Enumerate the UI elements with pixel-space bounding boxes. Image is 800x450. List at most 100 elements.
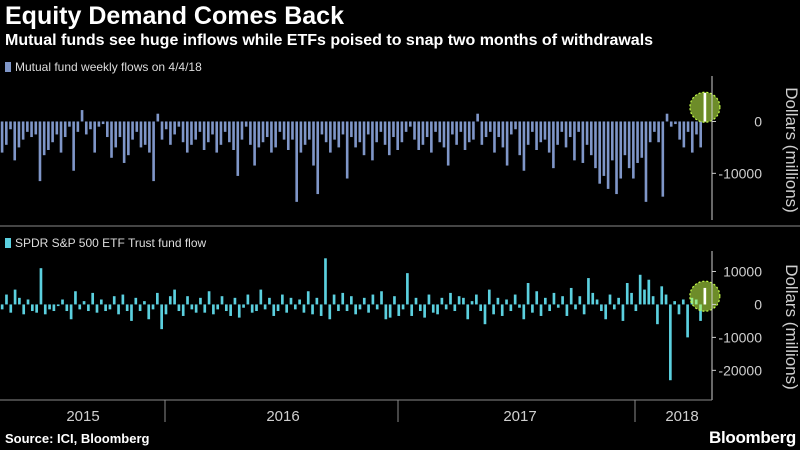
- mf-bar: [80, 110, 84, 122]
- mf-bar: [211, 121, 214, 135]
- etf-bar: [453, 304, 457, 312]
- etf-bar: [138, 304, 142, 312]
- mf-bar: [669, 121, 673, 127]
- mf-bar: [404, 121, 408, 132]
- mf-bar: [291, 121, 294, 140]
- mf-bar: [30, 121, 33, 138]
- mf-bar: [438, 121, 442, 143]
- etf-bar: [26, 299, 30, 305]
- etf-bar: [74, 291, 77, 305]
- mf-bar: [636, 121, 639, 163]
- mf-bar: [514, 121, 517, 130]
- x-tick-label-2015: 2015: [66, 408, 99, 425]
- mf-highlight-bar: [703, 92, 707, 122]
- mf-bar: [526, 121, 530, 145]
- mf-bar: [198, 121, 202, 132]
- etf-bar: [522, 304, 526, 320]
- etf-bar: [556, 304, 560, 308]
- mf-bar: [472, 121, 475, 140]
- etf-bar: [600, 304, 603, 312]
- etf-bar: [634, 304, 638, 312]
- legend-label-mutual-fund: Mutual fund weekly flows on 4/4/18: [15, 60, 202, 74]
- etf-bar: [475, 294, 478, 305]
- etf-bar: [681, 299, 685, 305]
- mf-bar: [556, 121, 559, 145]
- mf-bar: [131, 121, 134, 140]
- etf-bar: [643, 289, 646, 305]
- mf-bar: [236, 121, 240, 176]
- etf-y-tick-label: 10000: [723, 263, 762, 279]
- etf-bar: [384, 304, 388, 320]
- etf-bar: [125, 304, 129, 312]
- mf-bar: [560, 121, 564, 132]
- mf-bar: [653, 121, 656, 132]
- mf-bar: [350, 121, 353, 138]
- etf-bar: [311, 304, 314, 315]
- etf-bar: [418, 304, 422, 312]
- mf-bar: [484, 121, 488, 138]
- etf-bar: [535, 291, 539, 305]
- etf-bar: [220, 296, 224, 305]
- x-axis: 2015 2016 2017 2018: [0, 399, 712, 425]
- etf-bar: [362, 297, 366, 305]
- mf-bar: [232, 121, 235, 150]
- mf-bar: [585, 121, 589, 145]
- etf-bar: [199, 297, 202, 305]
- mf-bar: [476, 113, 479, 122]
- mf-bar: [215, 121, 219, 153]
- mf-bar: [320, 121, 324, 135]
- etf-bar: [108, 304, 112, 310]
- mf-bar: [299, 121, 303, 153]
- etf-bar: [647, 279, 651, 305]
- etf-bar: [31, 304, 34, 312]
- legend-swatch-etf: [5, 238, 11, 248]
- etf-bar: [350, 296, 353, 305]
- mf-bar: [665, 113, 669, 122]
- mf-bar: [173, 121, 176, 135]
- etf-bar: [531, 304, 534, 313]
- mf-bar: [244, 121, 248, 127]
- mf-bar: [38, 121, 42, 182]
- etf-bar: [9, 304, 13, 313]
- etf-bar: [65, 304, 69, 312]
- etf-bar: [604, 304, 608, 320]
- mf-bar: [493, 121, 496, 153]
- mf-bar: [148, 121, 151, 153]
- bloomberg-logo: Bloomberg: [708, 428, 796, 447]
- etf-bar: [569, 287, 573, 305]
- etf-bar: [587, 278, 590, 305]
- mf-bar: [21, 121, 25, 140]
- etf-bar: [48, 304, 51, 310]
- etf-bar: [608, 294, 612, 305]
- mf-bar: [55, 121, 59, 135]
- mf-bar: [185, 121, 189, 153]
- etf-bar: [13, 289, 17, 305]
- etf-bar: [393, 296, 396, 305]
- mf-bar: [34, 121, 38, 135]
- mf-bar: [13, 121, 17, 161]
- mf-bar: [589, 121, 593, 156]
- etf-highlight-marker: [689, 280, 721, 312]
- etf-bar: [91, 292, 95, 305]
- mf-bar: [678, 121, 681, 140]
- etf-bar: [582, 304, 586, 315]
- mf-bar: [17, 121, 21, 148]
- etf-bar: [651, 296, 655, 305]
- mf-bar: [606, 121, 610, 189]
- mf-bar: [409, 121, 412, 127]
- mf-bar: [573, 121, 576, 161]
- etf-bar: [78, 304, 82, 310]
- etf-bar: [436, 304, 439, 315]
- etf-panel: 10000 0 -10000 -20000 Dollars (millions): [0, 251, 800, 400]
- etf-bar: [479, 304, 483, 312]
- etf-bar: [483, 304, 487, 325]
- mf-bar: [110, 121, 113, 158]
- etf-bar: [410, 304, 414, 316]
- mf-bar: [68, 121, 71, 127]
- mf-bar: [421, 121, 425, 145]
- mf-bar: [190, 121, 193, 145]
- etf-bar: [104, 304, 107, 312]
- mf-bar: [623, 121, 627, 156]
- etf-bar: [578, 296, 582, 305]
- mf-bar: [467, 121, 471, 143]
